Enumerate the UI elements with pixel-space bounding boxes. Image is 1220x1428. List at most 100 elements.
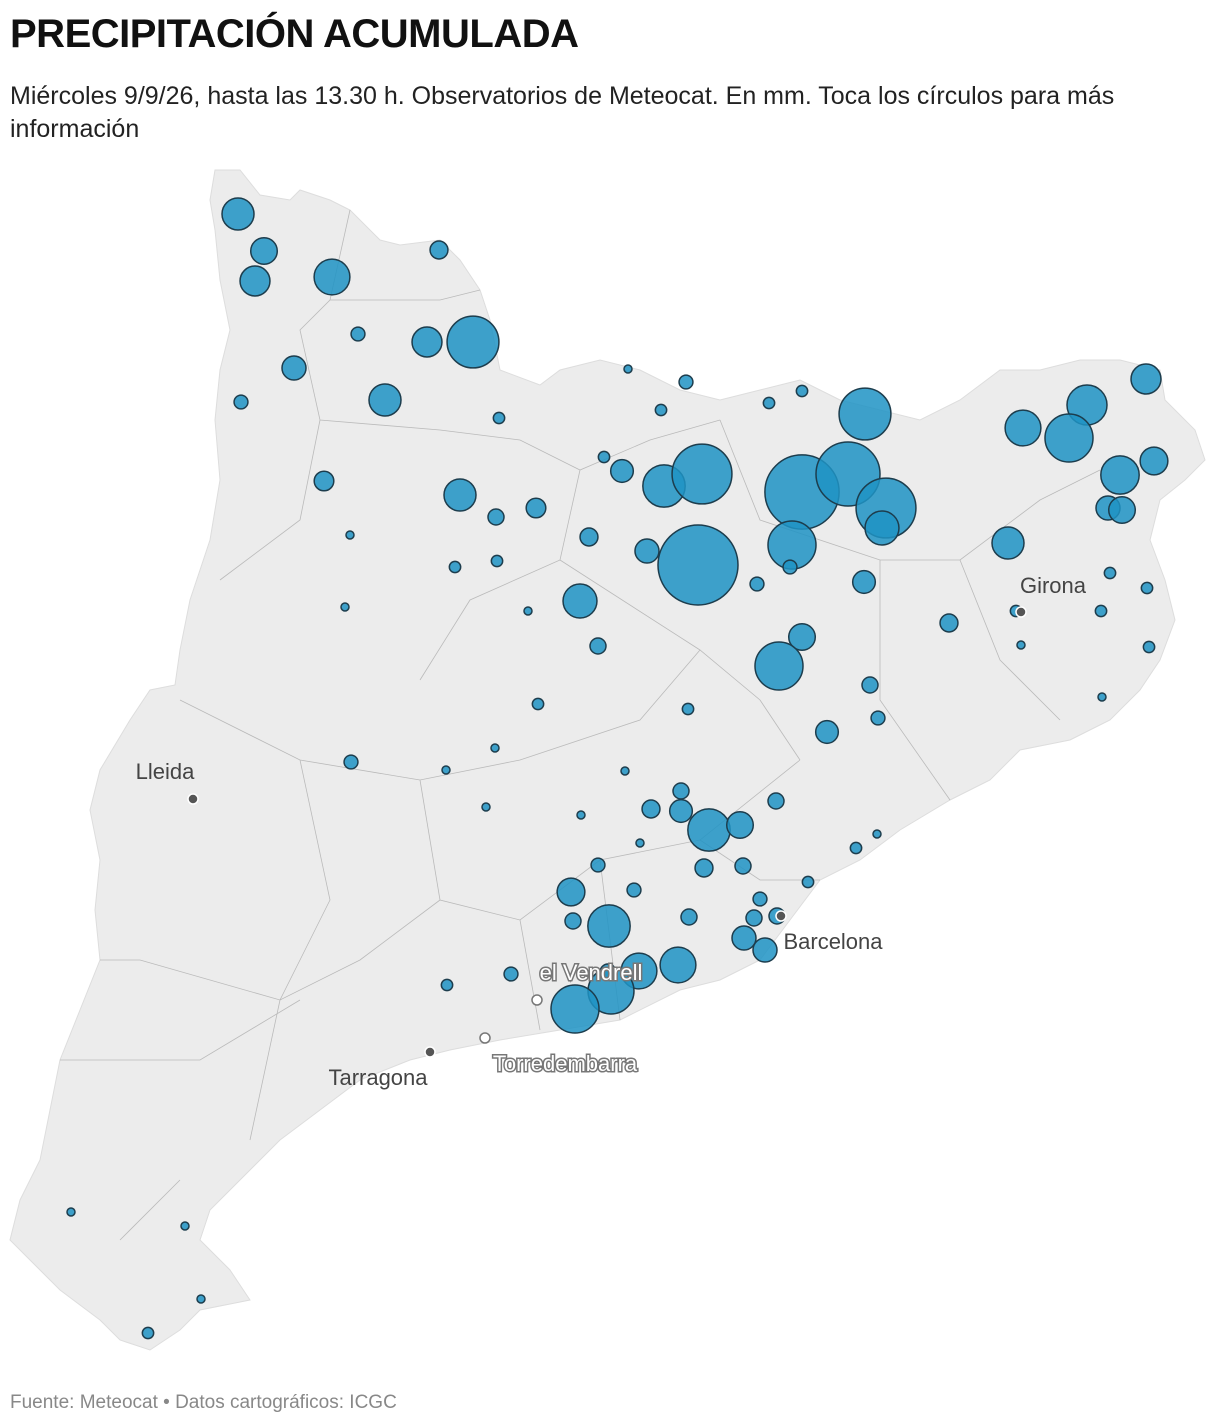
station-bubble xyxy=(1130,363,1162,395)
station-bubble xyxy=(441,765,451,775)
station-bubble xyxy=(564,912,582,930)
station-bubble xyxy=(659,946,697,984)
station-bubble xyxy=(767,792,785,810)
station-bubble xyxy=(687,808,731,852)
station-bubble xyxy=(313,470,335,492)
station-bubble xyxy=(731,925,757,951)
station-bubble xyxy=(141,1326,155,1340)
station-bubble xyxy=(587,904,631,948)
station-bubble xyxy=(440,978,454,992)
station-bubble xyxy=(939,613,959,633)
station-bubble xyxy=(754,641,804,691)
station-bubble xyxy=(849,841,863,855)
station-bubble xyxy=(635,838,645,848)
city-dot xyxy=(531,994,543,1006)
station-bubble xyxy=(446,315,500,369)
station-bubble xyxy=(180,1221,190,1231)
station-bubble xyxy=(313,258,351,296)
station-bubble xyxy=(814,719,840,745)
station-bubble xyxy=(641,799,661,819)
station-bubble xyxy=(782,559,798,575)
station-bubble xyxy=(668,798,694,824)
station-bubble xyxy=(762,396,776,410)
city-label: el Vendrell xyxy=(540,960,643,985)
station-bubble xyxy=(749,576,765,592)
station-bubble xyxy=(1139,446,1169,476)
station-bubble xyxy=(523,606,533,616)
borders xyxy=(60,209,1101,1241)
station-bubble xyxy=(634,538,660,564)
station-bubble xyxy=(196,1294,206,1304)
station-bubble xyxy=(681,702,695,716)
station-bubble xyxy=(795,384,809,398)
city-label: Torredembarra xyxy=(493,1051,638,1076)
station-bubble xyxy=(1044,413,1094,463)
station-bubble xyxy=(671,443,733,505)
station-bubble xyxy=(66,1207,76,1217)
station-bubble xyxy=(752,937,778,963)
city-label: Barcelona xyxy=(783,929,883,954)
station-bubble xyxy=(233,394,249,410)
station-bubble xyxy=(411,326,443,358)
station-bubble xyxy=(345,530,355,540)
station-bubble xyxy=(1004,409,1042,447)
station-bubble xyxy=(801,875,815,889)
station-bubble xyxy=(556,877,586,907)
station-bubble xyxy=(752,891,768,907)
station-bubble xyxy=(492,411,506,425)
station-bubble xyxy=(550,984,600,1034)
station-bubble xyxy=(872,829,882,839)
city-label: Lleida xyxy=(136,759,195,784)
station-bubble xyxy=(343,754,359,770)
city-dot xyxy=(187,793,199,805)
station-bubble xyxy=(678,374,694,390)
city-label: Girona xyxy=(1020,573,1087,598)
station-bubble xyxy=(503,966,519,982)
station-bubble xyxy=(1094,604,1108,618)
station-bubble xyxy=(239,265,271,297)
title: PRECIPITACIÓN ACUMULADA xyxy=(10,12,579,56)
station-bubble xyxy=(1107,495,1137,525)
station-bubble xyxy=(745,909,763,927)
station-bubble xyxy=(597,450,611,464)
region-shape xyxy=(9,169,1206,1351)
station-bubble xyxy=(576,810,586,820)
city-label: Tarragona xyxy=(328,1065,428,1090)
station-bubble xyxy=(672,782,690,800)
station-bubble xyxy=(680,908,698,926)
station-bubble xyxy=(1103,566,1117,580)
station-bubble xyxy=(851,569,877,595)
station-bubble xyxy=(429,240,449,260)
station-bubble xyxy=(525,497,547,519)
city-dot xyxy=(1015,606,1027,618)
station-bubble xyxy=(1100,455,1140,495)
station-bubble xyxy=(620,766,630,776)
station-bubble xyxy=(734,857,752,875)
station-bubble xyxy=(623,364,633,374)
station-bubble xyxy=(443,478,477,512)
station-bubble xyxy=(1097,692,1107,702)
station-bubble xyxy=(490,743,500,753)
station-bubble xyxy=(838,387,892,441)
station-bubble xyxy=(490,554,504,568)
station-bubble xyxy=(531,697,545,711)
station-bubble xyxy=(487,508,505,526)
station-bubble xyxy=(864,510,900,546)
source: Fuente: Meteocat • Datos cartográficos: … xyxy=(10,1392,397,1413)
station-bubble xyxy=(562,583,598,619)
station-bubble xyxy=(1140,581,1154,595)
station-bubble xyxy=(368,383,402,417)
station-bubble xyxy=(991,526,1025,560)
station-bubble xyxy=(654,403,668,417)
station-bubble xyxy=(221,197,255,231)
city-dot xyxy=(775,910,787,922)
city-dot xyxy=(479,1032,491,1044)
station-bubble xyxy=(448,560,462,574)
station-bubble xyxy=(870,710,886,726)
station-bubble xyxy=(609,458,635,484)
station-bubble xyxy=(657,524,739,606)
station-bubble xyxy=(481,802,491,812)
station-bubble xyxy=(725,810,755,840)
